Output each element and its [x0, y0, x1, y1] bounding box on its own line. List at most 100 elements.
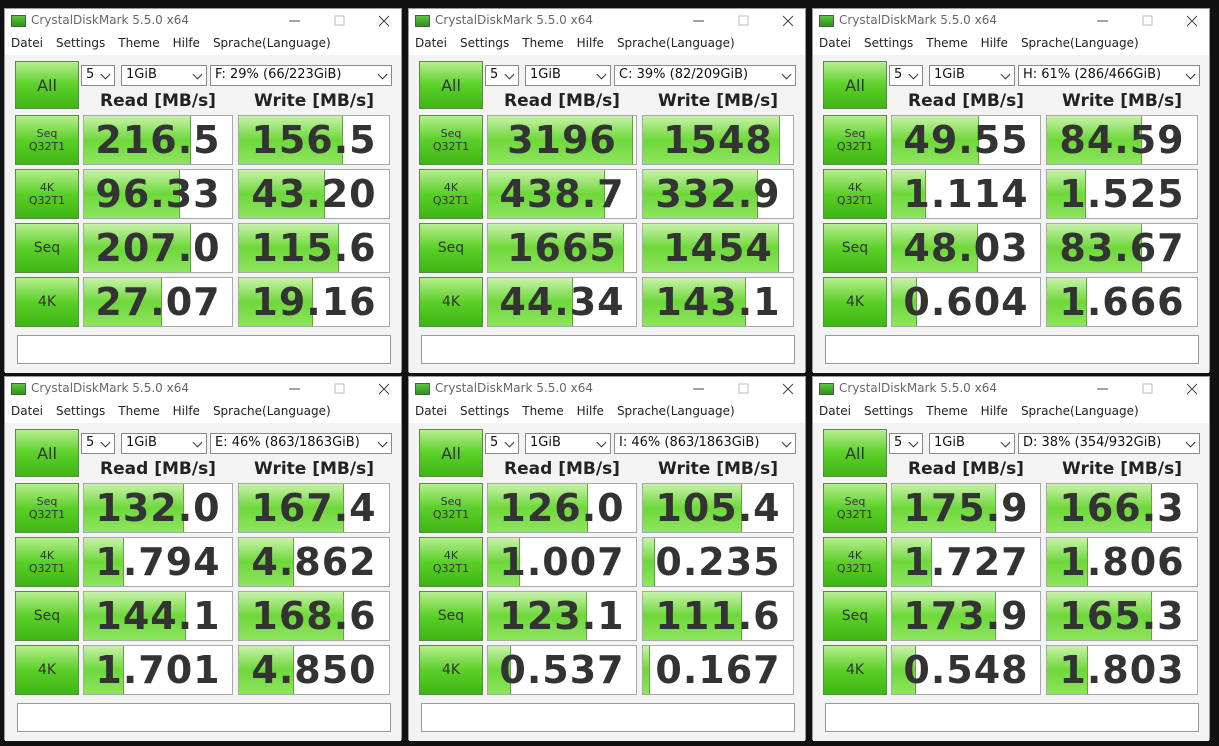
- menu-item[interactable]: Sprache(Language): [1020, 404, 1139, 418]
- menu-item[interactable]: Hilfe: [172, 36, 200, 50]
- count-select[interactable]: 5: [81, 433, 115, 454]
- menu-item[interactable]: Settings: [460, 36, 510, 50]
- comment-box[interactable]: [825, 335, 1199, 364]
- count-select[interactable]: 5: [485, 65, 519, 86]
- maximize-button[interactable]: [738, 15, 749, 26]
- menu-item[interactable]: Sprache(Language): [616, 36, 735, 50]
- comment-box[interactable]: [17, 335, 391, 364]
- test-button[interactable]: 4K Q32T1: [15, 537, 79, 587]
- comment-box[interactable]: [17, 703, 391, 732]
- comment-box[interactable]: [421, 703, 795, 732]
- maximize-button[interactable]: [1142, 15, 1153, 26]
- menu-item[interactable]: Settings: [56, 404, 106, 418]
- drive-select[interactable]: I: 46% (863/1863GiB): [614, 433, 796, 454]
- all-button[interactable]: All: [419, 429, 483, 477]
- menu-item[interactable]: Theme: [118, 404, 160, 418]
- test-button[interactable]: Seq Q32T1: [419, 483, 483, 533]
- close-button[interactable]: [782, 15, 794, 27]
- menu-item[interactable]: Settings: [460, 404, 510, 418]
- test-button[interactable]: 4K: [15, 277, 79, 327]
- menu-item[interactable]: Theme: [926, 36, 968, 50]
- test-button[interactable]: Seq: [15, 223, 79, 273]
- test-button[interactable]: Seq Q32T1: [15, 115, 79, 165]
- size-select[interactable]: 1GiB: [525, 433, 611, 454]
- menu-item[interactable]: Datei: [11, 36, 44, 50]
- menu-item[interactable]: Settings: [864, 36, 914, 50]
- maximize-button[interactable]: [738, 383, 749, 394]
- menu-item[interactable]: Hilfe: [172, 404, 200, 418]
- menu-item[interactable]: Hilfe: [980, 36, 1008, 50]
- maximize-button[interactable]: [1142, 383, 1153, 394]
- close-button[interactable]: [1186, 15, 1198, 27]
- test-button[interactable]: Seq: [419, 223, 483, 273]
- test-button[interactable]: 4K Q32T1: [823, 169, 887, 219]
- menu-item[interactable]: Sprache(Language): [1020, 36, 1139, 50]
- comment-box[interactable]: [825, 703, 1199, 732]
- close-button[interactable]: [378, 383, 390, 395]
- drive-select[interactable]: D: 38% (354/932GiB): [1018, 433, 1200, 454]
- menu-item[interactable]: Settings: [56, 36, 106, 50]
- menu-item[interactable]: Datei: [415, 404, 448, 418]
- menu-item[interactable]: Theme: [522, 36, 564, 50]
- menu-item[interactable]: Sprache(Language): [616, 404, 735, 418]
- menu-item[interactable]: Datei: [819, 404, 852, 418]
- all-button[interactable]: All: [419, 61, 483, 109]
- test-button[interactable]: Seq Q32T1: [15, 483, 79, 533]
- test-button[interactable]: 4K: [419, 277, 483, 327]
- menu-item[interactable]: Theme: [522, 404, 564, 418]
- test-button[interactable]: Seq Q32T1: [419, 115, 483, 165]
- drive-select[interactable]: E: 46% (863/1863GiB): [210, 433, 392, 454]
- drive-select[interactable]: C: 39% (82/209GiB): [614, 65, 796, 86]
- drive-select[interactable]: H: 61% (286/466GiB): [1018, 65, 1200, 86]
- all-button[interactable]: All: [823, 429, 887, 477]
- menu-item[interactable]: Sprache(Language): [212, 404, 331, 418]
- close-button[interactable]: [782, 383, 794, 395]
- size-select[interactable]: 1GiB: [929, 433, 1015, 454]
- test-button[interactable]: Seq Q32T1: [823, 483, 887, 533]
- test-button[interactable]: Seq Q32T1: [823, 115, 887, 165]
- size-select[interactable]: 1GiB: [121, 433, 207, 454]
- size-select[interactable]: 1GiB: [929, 65, 1015, 86]
- test-button[interactable]: Seq: [823, 223, 887, 273]
- close-button[interactable]: [378, 15, 390, 27]
- menu-item[interactable]: Hilfe: [576, 404, 604, 418]
- test-button[interactable]: 4K Q32T1: [15, 169, 79, 219]
- menu-item[interactable]: Datei: [819, 36, 852, 50]
- test-button[interactable]: 4K Q32T1: [419, 169, 483, 219]
- maximize-button[interactable]: [334, 15, 345, 26]
- count-select[interactable]: 5: [485, 433, 519, 454]
- count-select[interactable]: 5: [889, 433, 923, 454]
- close-button[interactable]: [1186, 383, 1198, 395]
- test-button[interactable]: Seq: [419, 591, 483, 641]
- all-button[interactable]: All: [15, 61, 79, 109]
- write-result: 105.4: [642, 483, 794, 533]
- menu-item[interactable]: Theme: [926, 404, 968, 418]
- test-button[interactable]: 4K: [823, 277, 887, 327]
- size-select[interactable]: 1GiB: [525, 65, 611, 86]
- test-button[interactable]: 4K Q32T1: [419, 537, 483, 587]
- dropdown-arrow: [100, 437, 111, 448]
- count-select[interactable]: 5: [889, 65, 923, 86]
- maximize-button[interactable]: [334, 383, 345, 394]
- app-icon: [415, 15, 430, 27]
- menu-item[interactable]: Settings: [864, 404, 914, 418]
- comment-box[interactable]: [421, 335, 795, 364]
- dropdown-arrow: [596, 69, 607, 80]
- menu-item[interactable]: Hilfe: [576, 36, 604, 50]
- test-button[interactable]: 4K: [419, 645, 483, 695]
- test-button[interactable]: Seq: [15, 591, 79, 641]
- all-button[interactable]: All: [15, 429, 79, 477]
- menu-item[interactable]: Hilfe: [980, 404, 1008, 418]
- test-button[interactable]: 4K: [823, 645, 887, 695]
- test-button[interactable]: 4K Q32T1: [823, 537, 887, 587]
- menu-item[interactable]: Datei: [11, 404, 44, 418]
- all-button[interactable]: All: [823, 61, 887, 109]
- drive-select[interactable]: F: 29% (66/223GiB): [210, 65, 392, 86]
- size-select[interactable]: 1GiB: [121, 65, 207, 86]
- test-button[interactable]: 4K: [15, 645, 79, 695]
- menu-item[interactable]: Sprache(Language): [212, 36, 331, 50]
- menu-item[interactable]: Datei: [415, 36, 448, 50]
- count-select[interactable]: 5: [81, 65, 115, 86]
- menu-item[interactable]: Theme: [118, 36, 160, 50]
- test-button[interactable]: Seq: [823, 591, 887, 641]
